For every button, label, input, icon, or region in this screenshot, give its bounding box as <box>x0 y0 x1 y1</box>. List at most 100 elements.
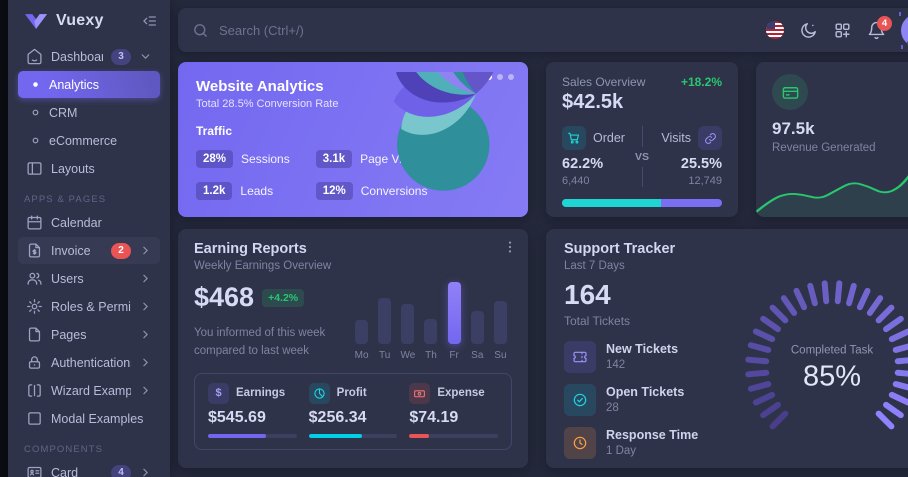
sidebar-section-apps-pages: Apps & Pages <box>24 194 107 205</box>
card-title: Earning Reports <box>194 241 307 257</box>
sidebar-collapse-icon[interactable] <box>142 13 158 29</box>
square-icon <box>26 410 43 427</box>
gauge-tick <box>894 357 908 365</box>
note-line-1: You informed of this week <box>194 327 326 339</box>
gauge-tick <box>875 411 895 430</box>
order-vs-visits: Order 62.2% 6,440 VS Visits <box>562 126 722 187</box>
expense-progress-fill <box>409 433 429 438</box>
traffic-stats: 28% Sessions 3.1k Page Views 1.2k Leads 12%… <box>196 150 427 200</box>
weekly-amount: $468 <box>194 282 255 312</box>
gauge-tick <box>780 295 798 317</box>
bar-Sa <box>466 282 489 344</box>
carousel-dot[interactable] <box>508 74 514 80</box>
stat-label: Leads <box>240 184 274 198</box>
bar-label: Fr <box>449 349 459 361</box>
sidebar-item-label: Authentications <box>51 355 131 370</box>
carousel-dot[interactable] <box>497 74 503 80</box>
kebab-menu-icon[interactable] <box>502 239 518 255</box>
sidebar-item-analytics[interactable]: Analytics <box>18 71 160 98</box>
order-label: Order <box>593 131 625 145</box>
sidebar-item-roles-permissions[interactable]: Roles & Permissions <box>18 293 160 320</box>
card-subtitle: Total 28.5% Conversion Rate <box>196 98 339 110</box>
sidebar-item-calendar[interactable]: Calendar <box>18 209 160 236</box>
sphere-illustration <box>378 72 514 208</box>
bar-Mo <box>350 282 373 344</box>
dark-mode-moon-icon[interactable] <box>799 21 818 40</box>
stat-value: $545.69 <box>208 408 266 426</box>
stat-sessions: 28% Sessions <box>196 150 290 168</box>
dollar-icon: $ <box>208 382 229 404</box>
bullet-circle-icon <box>30 135 41 146</box>
ticket-icon <box>564 340 596 373</box>
total-tickets-value: 164 <box>564 279 611 310</box>
gauge-tick <box>866 295 884 317</box>
gauge-tick <box>769 411 789 430</box>
sidebar-item-dashboard[interactable]: Dashboard 3 <box>18 43 160 70</box>
revenue-generated-card: 97.5k Revenue Generated <box>756 62 908 217</box>
stat-label: Expense <box>437 387 485 400</box>
bar-chart-x-labels: Mo Tu We Th Fr Sa Su <box>350 350 512 361</box>
order-visits-progress-bar <box>562 199 722 207</box>
search-bar[interactable] <box>192 21 766 39</box>
sidebar-item-label: Analytics <box>49 77 100 92</box>
earnings-progress-track <box>208 433 297 438</box>
traffic-label: Traffic <box>196 124 233 138</box>
versus-divider: VS <box>625 126 659 187</box>
gauge-tick <box>807 283 818 307</box>
sidebar-item-card[interactable]: Card 4 <box>18 459 160 477</box>
stat-label: Conversions <box>360 184 428 198</box>
sidebar-nav: Dashboard 3 Analytics CRM eCommerce Layo… <box>8 38 170 477</box>
sidebar-item-crm[interactable]: CRM <box>18 99 160 126</box>
gauge-tick <box>747 381 772 393</box>
sidebar-item-users[interactable]: Users <box>18 265 160 292</box>
stat-value: $74.19 <box>409 408 459 426</box>
stat-leads: 1.2k Leads <box>196 182 290 200</box>
vuexy-logo-icon <box>24 13 48 30</box>
sidebar-item-pages[interactable]: Pages <box>18 321 160 348</box>
gauge-tick <box>760 316 781 333</box>
sidebar-item-modal-examples[interactable]: Modal Examples <box>18 405 160 432</box>
clock-icon <box>564 426 596 459</box>
change-badge: +4.2% <box>262 288 305 307</box>
sidebar-item-layouts[interactable]: Layouts <box>18 155 160 182</box>
card-title: Sales Overview <box>562 75 646 89</box>
sidebar-item-label: Users <box>51 271 84 286</box>
main-content: 4 Website Analytics Total 28. <box>170 0 908 477</box>
profit-progress-fill <box>308 433 362 438</box>
sidebar-item-authentications[interactable]: Authentications <box>18 349 160 376</box>
top-navbar: 4 <box>178 8 908 52</box>
language-flag-icon[interactable] <box>766 21 784 39</box>
sidebar-item-invoice[interactable]: Invoice 2 <box>18 237 160 264</box>
brand: Vuexy <box>8 0 170 38</box>
search-input[interactable] <box>217 21 521 39</box>
link-icon[interactable] <box>698 126 722 150</box>
chevron-right-icon <box>139 244 152 257</box>
shortcuts-grid-icon[interactable] <box>833 21 852 40</box>
chevron-right-icon <box>139 272 152 285</box>
sales-total: $42.5k <box>562 91 624 113</box>
credit-card-icon <box>772 74 808 110</box>
stat-value: 28% <box>196 150 234 168</box>
gauge-tick <box>769 304 789 324</box>
stat-label: Profit <box>336 387 367 400</box>
list-item-value: 1 Day <box>606 445 637 458</box>
versus-label: VS <box>634 150 649 163</box>
user-avatar[interactable] <box>901 14 908 47</box>
gauge-tick <box>846 283 857 307</box>
stat-value: 1.2k <box>196 182 233 200</box>
dashboard-badge: 3 <box>111 48 131 65</box>
invoice-badge: 2 <box>111 242 131 259</box>
stat-value: $256.34 <box>308 408 367 426</box>
notifications-bell-icon[interactable]: 4 <box>867 15 892 40</box>
sidebar-item-label: Invoice <box>51 243 91 258</box>
visits-percent: 25.5% <box>680 156 722 172</box>
chevron-right-icon <box>139 300 152 313</box>
sidebar-item-wizard-examples[interactable]: Wizard Examples <box>18 377 160 404</box>
gauge-label: Completed Task <box>790 344 874 357</box>
change-percent: +18.2% <box>680 75 722 89</box>
sidebar-item-label: Roles & Permissions <box>51 299 131 314</box>
sidebar-item-ecommerce[interactable]: eCommerce <box>18 127 160 154</box>
lock-icon <box>26 354 43 371</box>
chevron-right-icon <box>139 384 152 397</box>
revenue-value: 97.5k <box>772 119 815 138</box>
